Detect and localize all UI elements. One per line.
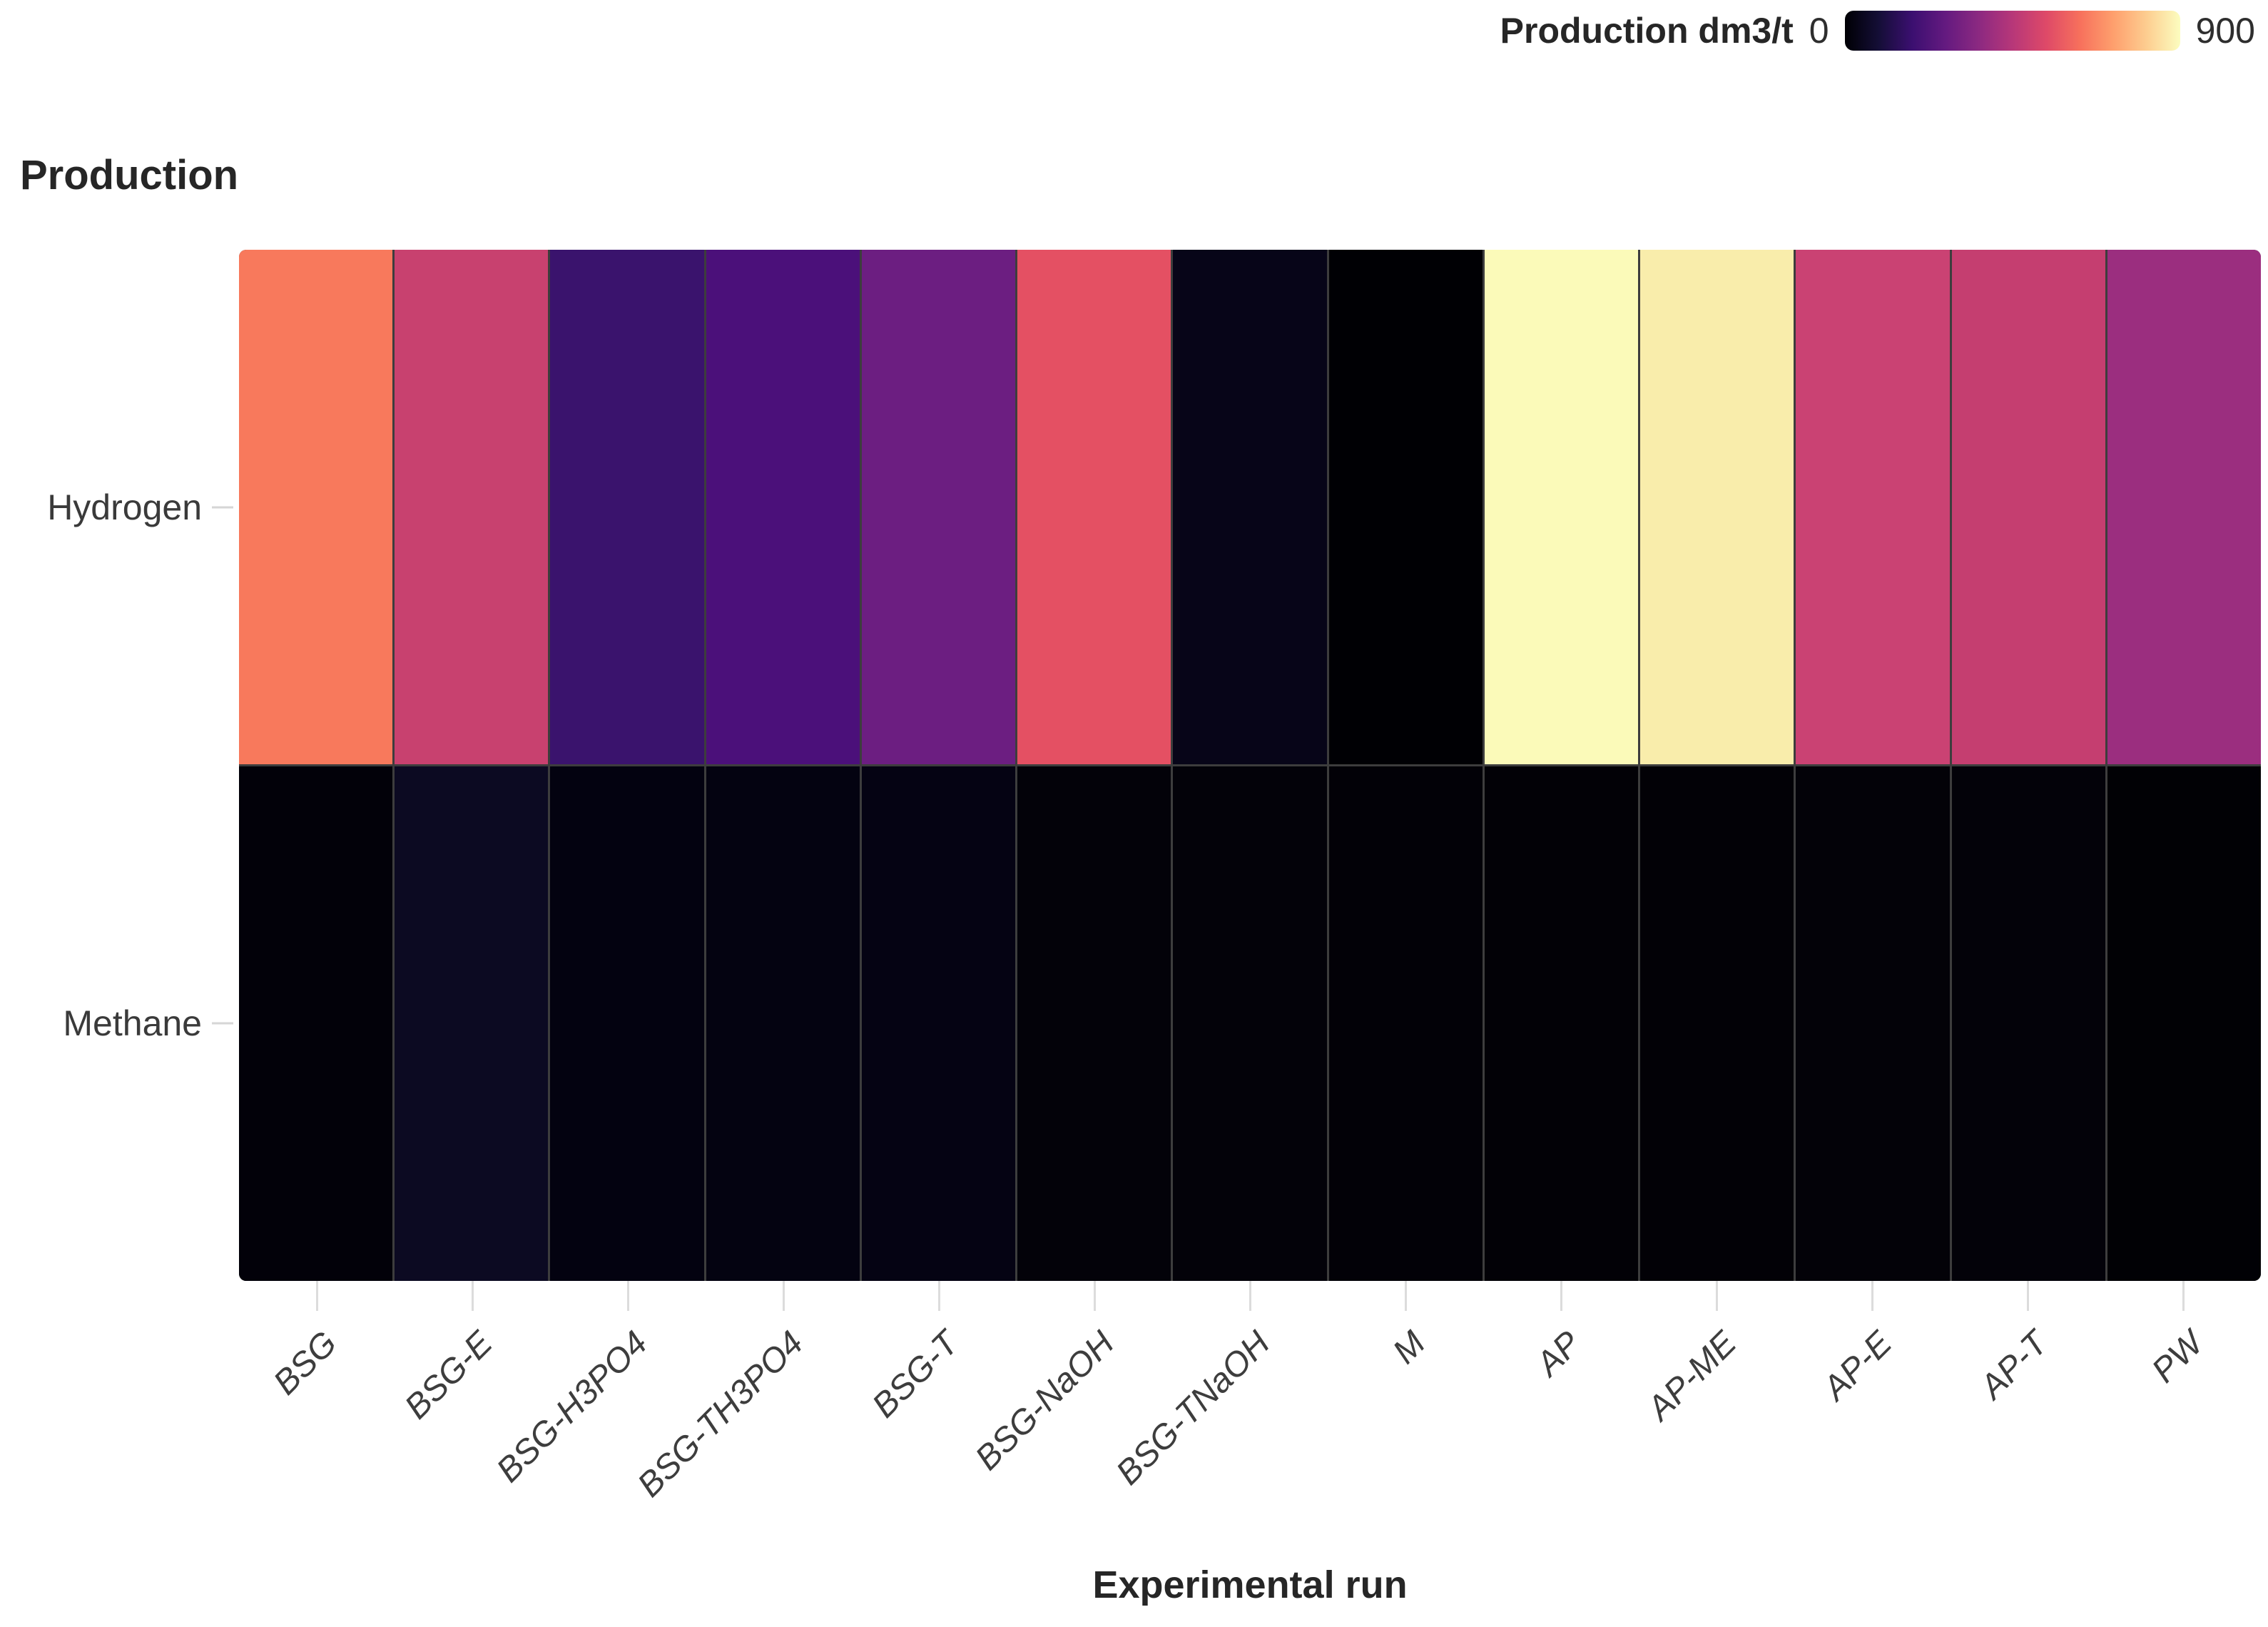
colorbar-min-label: 0 <box>1809 11 1829 51</box>
heatmap-cell[interactable] <box>1017 766 1171 1281</box>
x-tick <box>1560 1281 1562 1311</box>
heatmap-cell[interactable] <box>395 766 549 1281</box>
x-tick <box>1715 1281 1718 1311</box>
heatmap-cell[interactable] <box>1328 250 1483 764</box>
heatmap-cell[interactable] <box>550 250 704 764</box>
x-tick <box>626 1281 629 1311</box>
x-tick <box>1249 1281 1251 1311</box>
x-tick-label: M <box>1385 1324 1433 1372</box>
heatmap-cell[interactable] <box>1173 766 1327 1281</box>
x-tick-label: BSG-T <box>865 1324 967 1425</box>
heatmap-cell[interactable] <box>2107 766 2261 1281</box>
heatmap-cell[interactable] <box>1328 766 1483 1281</box>
heatmap-cell[interactable] <box>1017 250 1171 764</box>
heatmap-cell[interactable] <box>706 766 860 1281</box>
colorbar-title: Production dm3/t <box>1500 11 1794 51</box>
colorbar-max-label: 900 <box>2195 11 2255 51</box>
x-tick <box>315 1281 318 1311</box>
x-tick <box>782 1281 785 1311</box>
heatmap-cell[interactable] <box>550 766 704 1281</box>
x-axis: BSG BSG-E BSG-H3PO4 BSG-TH3PO4 BSG-T BSG-NaOH… <box>239 1281 2261 1581</box>
x-tick-label: BSG <box>266 1324 345 1402</box>
colorbar-legend: Production dm3/t 0 900 <box>1500 10 2255 51</box>
x-tick-label: AP-E <box>1816 1324 1900 1408</box>
heatmap-cell[interactable] <box>239 250 393 764</box>
x-tick-label: AP-ME <box>1640 1324 1744 1428</box>
x-tick <box>937 1281 940 1311</box>
heatmap-cell[interactable] <box>1484 250 1639 764</box>
x-tick <box>1093 1281 1096 1311</box>
heatmap-cell[interactable] <box>1484 766 1639 1281</box>
x-tick-label: BSG-TNaOH <box>1109 1324 1278 1493</box>
heatmap-cell[interactable] <box>1173 250 1327 764</box>
heatmap-cell[interactable] <box>1951 766 2105 1281</box>
heatmap-cell[interactable] <box>861 766 1016 1281</box>
heatmap-cell[interactable] <box>1640 766 1794 1281</box>
x-tick-label: AP-T <box>1973 1324 2055 1406</box>
colorbar-gradient <box>1844 11 2180 51</box>
x-tick <box>1871 1281 1873 1311</box>
heatmap-cell[interactable] <box>1796 250 1950 764</box>
x-tick <box>1404 1281 1407 1311</box>
heatmap-cell[interactable] <box>395 250 549 764</box>
heatmap-plot <box>239 250 2261 1281</box>
chart-title: Production <box>20 152 239 198</box>
heatmap-cell[interactable] <box>1640 250 1794 764</box>
y-tick-label: Hydrogen <box>47 487 202 528</box>
x-tick <box>2182 1281 2185 1311</box>
y-tick-label: Methane <box>63 1003 202 1043</box>
y-tick <box>212 506 233 509</box>
y-tick <box>212 1022 233 1025</box>
x-tick-label: AP <box>1529 1324 1589 1384</box>
x-tick-label: PW <box>2145 1324 2211 1390</box>
x-tick-label: BSG-TH3PO4 <box>630 1324 811 1505</box>
heatmap-cell[interactable] <box>239 766 393 1281</box>
heatmap-cell[interactable] <box>2107 250 2261 764</box>
x-tick <box>2026 1281 2029 1311</box>
heatmap-cell[interactable] <box>1796 766 1950 1281</box>
heatmap-cell[interactable] <box>1951 250 2105 764</box>
x-tick-label: BSG-NaOH <box>968 1324 1122 1478</box>
y-axis: Hydrogen Methane <box>0 250 239 1281</box>
heatmap-cell[interactable] <box>706 250 860 764</box>
heatmap-cell[interactable] <box>861 250 1016 764</box>
x-tick-label: BSG-E <box>397 1324 500 1426</box>
x-axis-title: Experimental run <box>1092 1563 1408 1606</box>
x-tick-label: BSG-H3PO4 <box>489 1324 656 1490</box>
x-tick <box>471 1281 474 1311</box>
